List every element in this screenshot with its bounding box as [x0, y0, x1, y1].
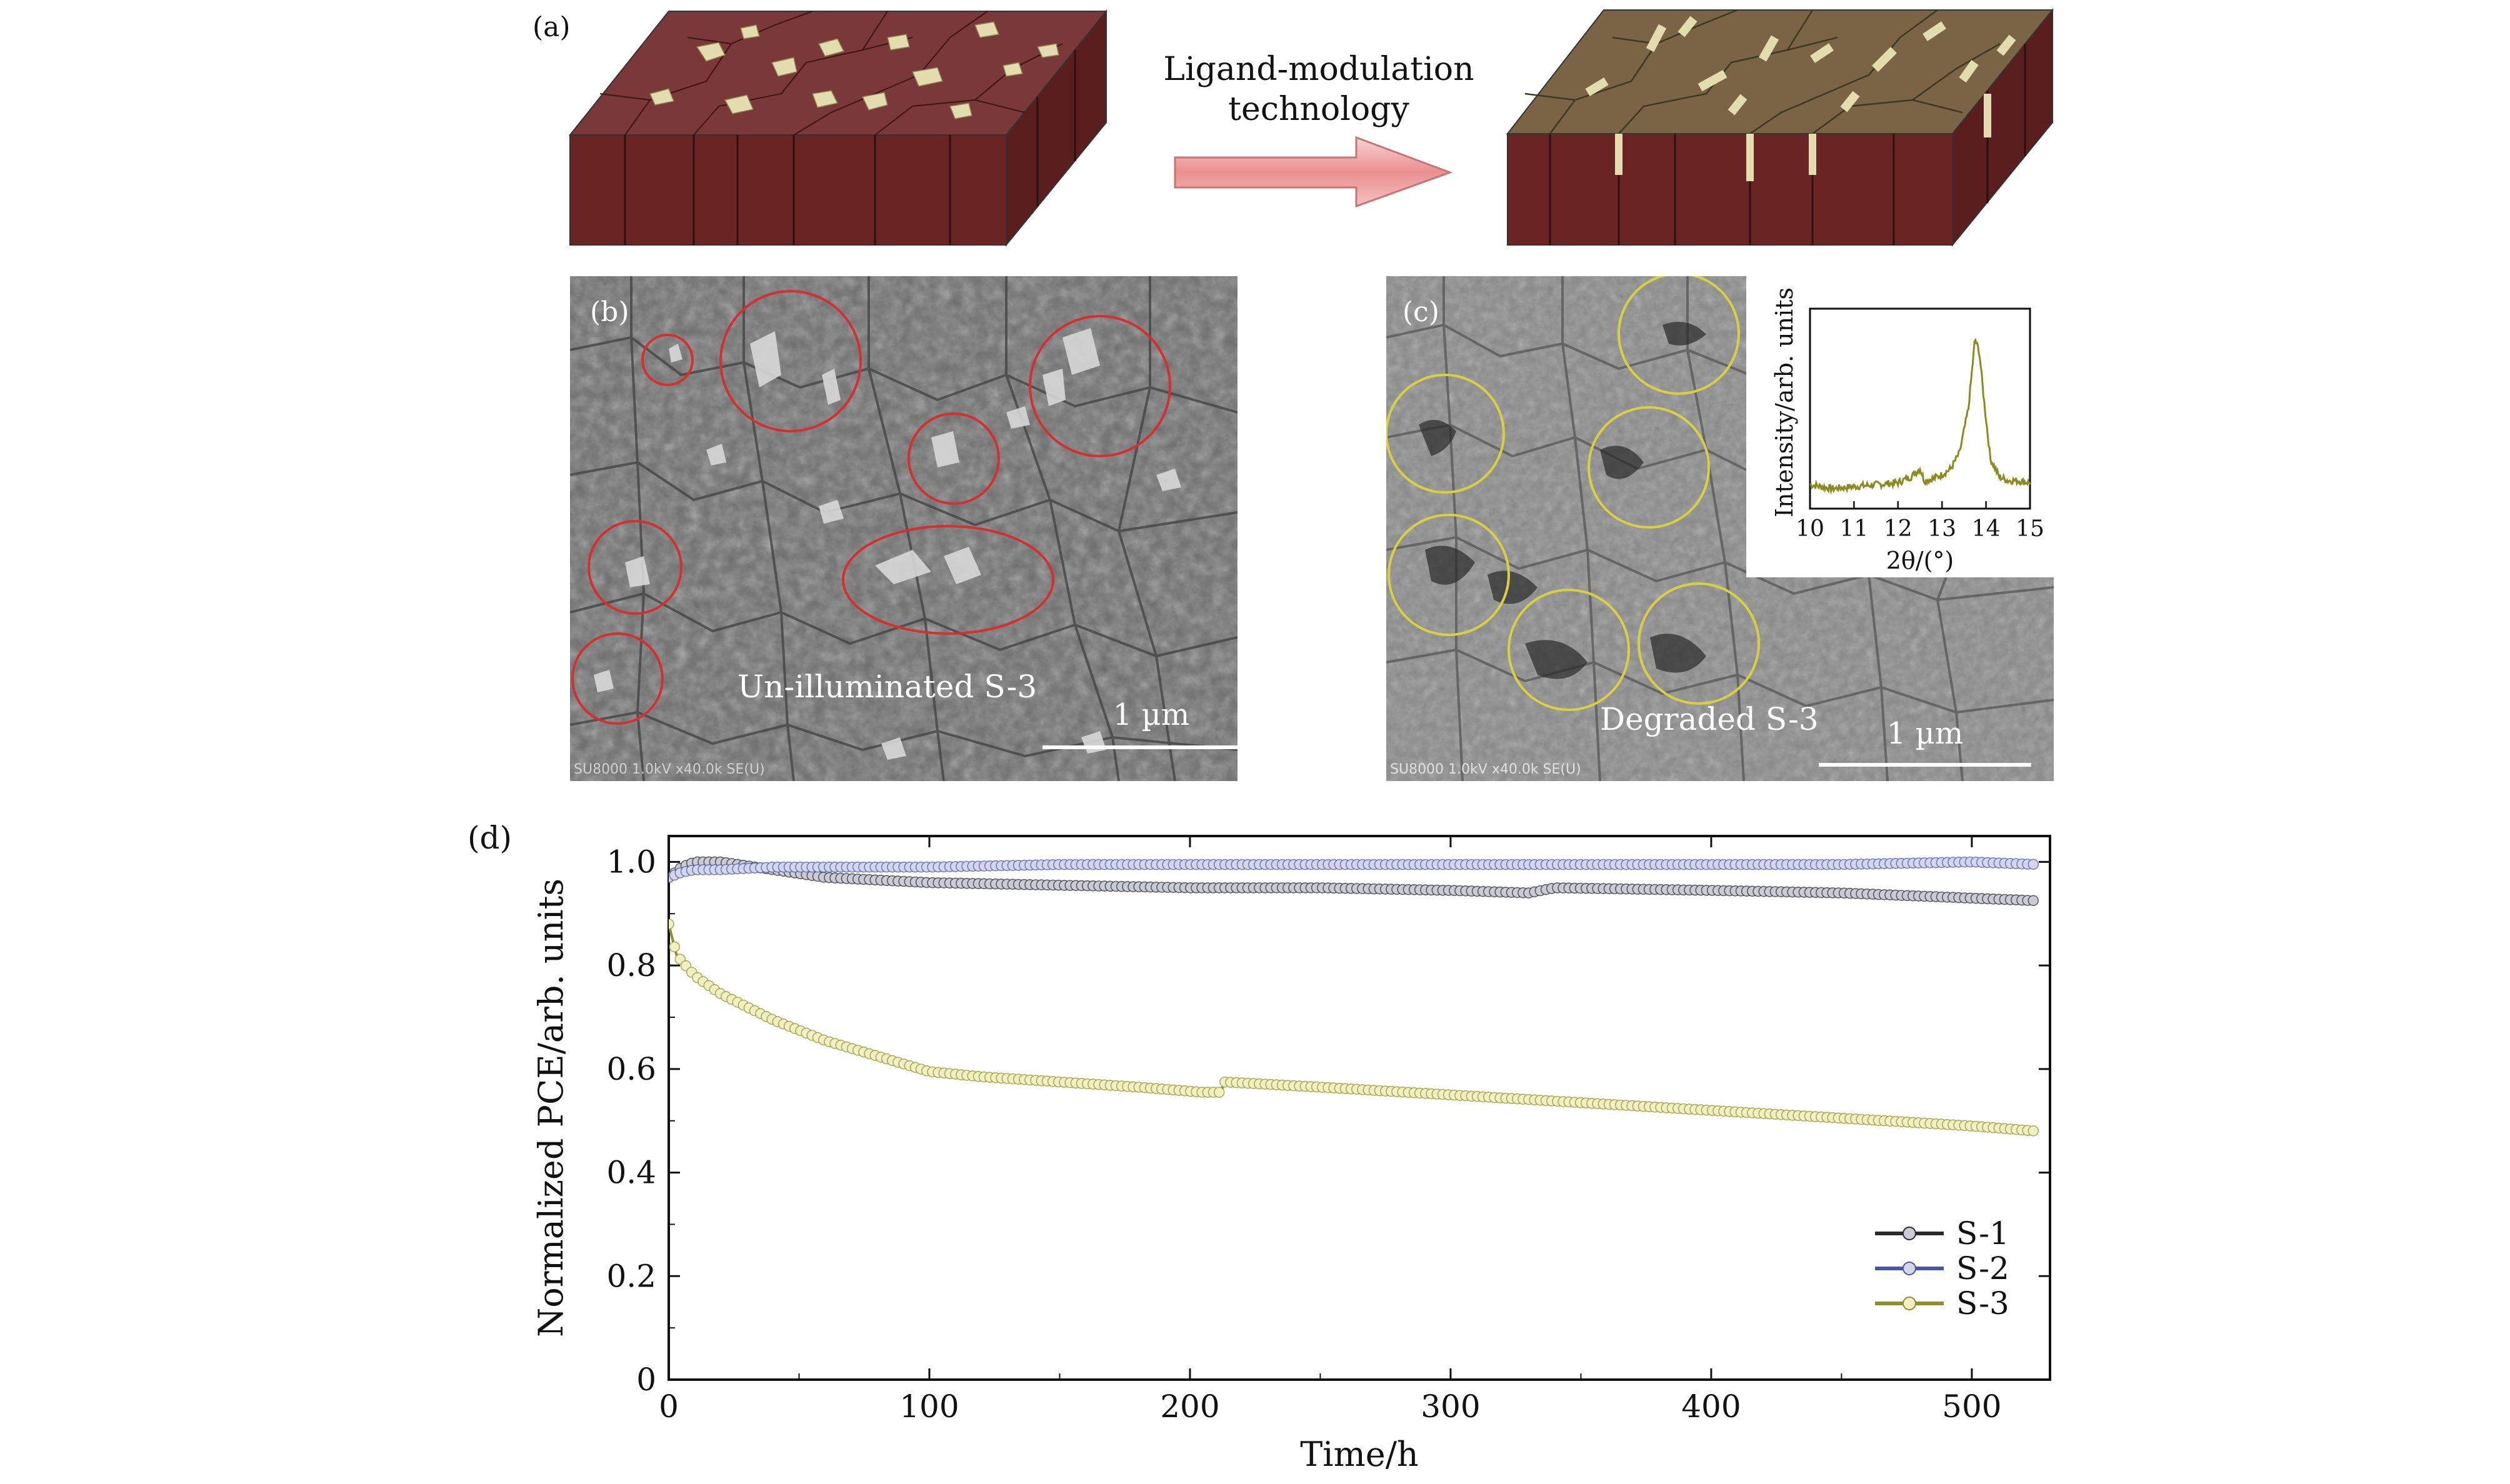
panel-c-meta: SU8000 1.0kV x40.0k SE(U) [1390, 762, 1581, 777]
panel-a-label: (a) [532, 11, 571, 43]
series-marker-S-3 [669, 919, 674, 930]
panel-c-yellow-circles [1386, 276, 1760, 711]
plot-area [669, 856, 2039, 1137]
legend-marker-S-1 [1902, 1227, 1916, 1240]
x-tick-label: 200 [1160, 1388, 1219, 1425]
inset-x-tick-label: 13 [1928, 516, 1956, 542]
inset-xrd-trace [1809, 337, 2031, 495]
inset-x-tick-label: 15 [2016, 516, 2044, 542]
panel-c-degraded-regions [1419, 322, 1706, 679]
panel-b-grain-boundaries [570, 276, 1238, 781]
x-tick-label: 400 [1681, 1388, 1741, 1425]
y-tick-label: 0.4 [606, 1155, 656, 1191]
film-right-pbi2-platelets [1585, 16, 2016, 116]
panel-b-meta: SU8000 1.0kV x40.0k SE(U) [574, 762, 765, 777]
panel-a: (a) [532, 8, 2054, 247]
series-marker-S-1 [2028, 895, 2039, 907]
x-axis-label: Time/h [1300, 1435, 1418, 1474]
panel-c-scalebar-label: 1 µm [1887, 716, 1964, 751]
inset-frame [1809, 307, 2031, 510]
series-marker-S-3 [1213, 1087, 1225, 1098]
series-marker-S-2 [2028, 859, 2039, 870]
pce-chart: 0 100 200 300 400 500 0 0.2 0.4 0.6 0.8 1.0 Time/h No… [531, 835, 2051, 1474]
y-tick-label: 0.8 [606, 947, 656, 984]
film-left-side [1006, 9, 1107, 247]
y-tick-label: 1.0 [606, 844, 656, 880]
x-tick-label: 500 [1942, 1388, 2001, 1425]
inset-x-tick-label: 14 [1972, 516, 2001, 542]
x-tick-label: 300 [1421, 1388, 1480, 1425]
inset-x-axis-label: 2θ/(°) [1886, 547, 1954, 574]
series-S-3 [669, 919, 2039, 1137]
series-S-1 [669, 856, 2039, 907]
inset-x-tick-label: 11 [1839, 516, 1868, 542]
series-line-S-3 [669, 924, 2038, 1133]
panel-b-label: (b) [590, 296, 629, 328]
legend-label-S-2: S-2 [1956, 1250, 2009, 1287]
panel-b-sem-image: (b) Un-illuminated S-3 1 µm SU8000 1.0kV… [570, 276, 1238, 781]
x-tick-label: 0 [659, 1388, 679, 1425]
panel-d-label: (d) [468, 820, 512, 856]
film-right-front [1507, 133, 1953, 246]
x-tick-label: 100 [899, 1388, 959, 1425]
inset-x-tick-label: 10 [1796, 516, 1824, 542]
arrow-ligand-modulation: Ligand-modulation technology [1163, 51, 1474, 208]
legend-marker-S-2 [1902, 1262, 1916, 1275]
y-axis-label: Normalized PCE/arb. units [531, 879, 571, 1337]
legend-marker-S-3 [1902, 1297, 1916, 1310]
inset-x-tick-label: 12 [1884, 516, 1912, 542]
y-tick-label: 0 [636, 1362, 656, 1398]
film-block-left [568, 9, 1108, 247]
legend-label-S-1: S-1 [1956, 1215, 2009, 1252]
panel-c-label: (c) [1402, 296, 1439, 328]
film-right-boundary-pbi2 [1615, 94, 1991, 181]
legend-label-S-3: S-3 [1956, 1285, 2009, 1322]
film-left-front [569, 134, 1007, 246]
panel-b-scalebar-label: 1 µm [1113, 697, 1190, 732]
film-left-grain-columns [624, 50, 1076, 245]
film-left-grain-boundaries [599, 11, 1063, 136]
series-marker-S-3 [2028, 1125, 2039, 1137]
xrd-inset: 10 11 12 13 14 15 2θ/(°) Intensity/arb. units [1771, 287, 2044, 574]
arrow-text-line2: technology [1228, 91, 1409, 128]
panel-b-red-circles [571, 290, 1171, 725]
film-left-pbi2-grains [649, 21, 1059, 119]
arrow-text-line1: Ligand-modulation [1163, 51, 1474, 88]
series-S-2 [669, 856, 2039, 884]
film-right-side [1952, 8, 2053, 247]
series-marker-S-3 [669, 941, 680, 953]
panel-c-caption: Degraded S-3 [1600, 701, 1819, 737]
inset-y-axis-label: Intensity/arb. units [1771, 287, 1798, 517]
legend: S-1S-2S-3 [1875, 1215, 2009, 1322]
y-tick-label: 0.6 [606, 1051, 656, 1087]
panel-b-caption: Un-illuminated S-3 [738, 669, 1037, 705]
film-block-right [1506, 8, 2054, 247]
panel-b-bright-grains [594, 328, 1181, 760]
y-tick-label: 0.2 [606, 1258, 656, 1294]
plot-frame [668, 835, 2051, 1381]
